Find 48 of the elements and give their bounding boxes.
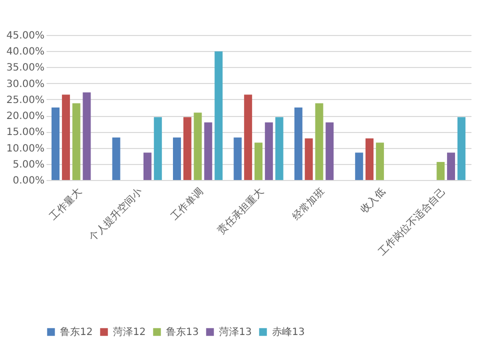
bar (172, 137, 181, 180)
y-tick-label: 0.00% (12, 176, 44, 186)
legend-label: 赤峰13 (272, 326, 305, 338)
y-tick-label: 40.00% (6, 46, 44, 58)
y-tick-label: 25.00% (6, 94, 44, 106)
legend-label: 鲁东12 (60, 326, 93, 338)
bar (154, 117, 162, 180)
bar (264, 122, 273, 180)
bar (326, 122, 334, 180)
bar (143, 152, 152, 180)
bar (254, 142, 262, 180)
x-tick-label: 个人提升空间小 (86, 186, 145, 244)
y-tick-label: 35.00% (6, 62, 44, 74)
legend-label: 鲁东13 (166, 326, 199, 338)
legend-label: 菏泽12 (113, 326, 146, 338)
bar (376, 142, 384, 180)
bar (194, 112, 202, 180)
y-tick-label: 10.00% (6, 143, 44, 154)
bar (366, 138, 374, 180)
x-tick-label: 工作量大 (47, 186, 84, 223)
y-tick-label: 15.00% (6, 127, 44, 138)
x-tick-label: 责任承担重大 (215, 186, 266, 237)
y-tick-label: 5.00% (12, 159, 44, 170)
bar (62, 94, 70, 180)
bar (315, 103, 324, 180)
bar (244, 94, 252, 180)
x-tick-label: 工作单调 (168, 186, 206, 223)
bar (294, 108, 302, 180)
bar (447, 152, 456, 180)
x-tick-label: 收入低 (358, 186, 388, 216)
legend-label: 菏泽13 (219, 326, 252, 338)
bar (436, 162, 445, 180)
bar (304, 138, 313, 180)
bar (82, 92, 91, 180)
bar (275, 117, 284, 180)
bar (112, 137, 120, 180)
y-tick-label: 45.00% (6, 30, 44, 42)
bar (214, 51, 223, 180)
bar (355, 152, 364, 180)
y-tick-label: 20.00% (6, 111, 44, 122)
bar (204, 122, 212, 180)
bar (52, 108, 60, 180)
bar (234, 137, 242, 180)
y-tick-label: 30.00% (6, 78, 44, 90)
x-tick-label: 经常加班 (290, 186, 327, 223)
bar (183, 117, 192, 180)
bar (72, 103, 80, 180)
bar (457, 117, 466, 180)
